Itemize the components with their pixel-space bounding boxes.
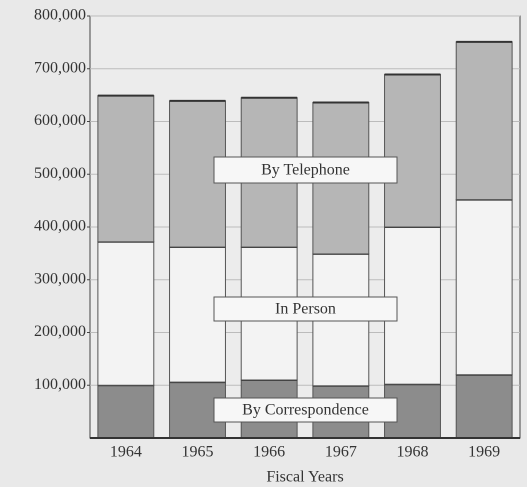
legend-label: By Correspondence — [242, 402, 369, 419]
y-tick-label: 800,000 — [34, 7, 86, 24]
y-tick-label: 100,000 — [34, 376, 86, 393]
x-tick-label: 1966 — [253, 444, 285, 461]
legend-box — [213, 296, 398, 322]
x-tick-label: 1969 — [468, 444, 500, 461]
legend-label: In Person — [275, 301, 336, 318]
legend-box — [213, 156, 398, 184]
bar-segment — [384, 74, 441, 228]
x-tick-label: 1964 — [110, 444, 142, 461]
bar-segment — [455, 199, 513, 376]
y-tick-label: 300,000 — [34, 270, 86, 287]
y-tick-label: 700,000 — [34, 59, 86, 76]
x-axis-label: Fiscal Years — [266, 469, 343, 486]
y-tick-label: 200,000 — [34, 323, 86, 340]
x-tick-label: 1967 — [325, 444, 357, 461]
bar-segment — [97, 384, 155, 439]
bar-segment — [97, 95, 155, 243]
x-tick-label: 1965 — [182, 444, 214, 461]
y-tick-label: 400,000 — [34, 218, 86, 235]
bar-segment — [97, 241, 155, 386]
bar-segment — [455, 41, 513, 201]
legend-label: By Telephone — [261, 162, 350, 179]
y-tick-label: 500,000 — [34, 165, 86, 182]
y-tick-label: 600,000 — [34, 112, 86, 129]
x-tick-label: 1968 — [397, 444, 429, 461]
bar-segment — [455, 374, 513, 439]
legend-box — [213, 397, 398, 423]
